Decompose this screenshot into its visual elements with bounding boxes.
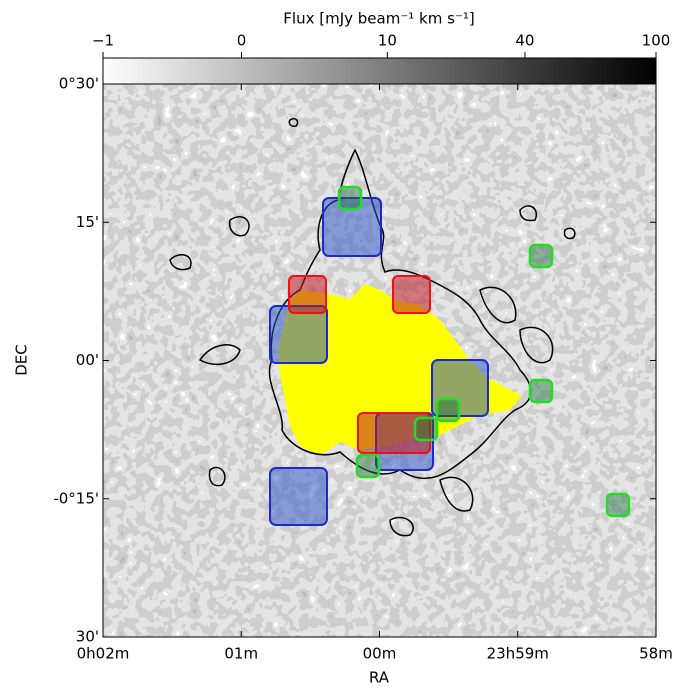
colorbar-tick-label: 100 (642, 32, 671, 50)
x-tick-label: 0h02m (77, 645, 130, 663)
y-tick-label: -0°15' (53, 489, 99, 507)
x-tick-label: 00m (363, 645, 397, 663)
region-box (357, 412, 431, 454)
colorbar-tick-label: −1 (92, 32, 114, 50)
region-box (528, 243, 554, 269)
region-box (435, 397, 461, 423)
region-box (269, 305, 328, 364)
y-tick-label: 0°30' (59, 75, 99, 93)
y-axis-label: DEC (13, 344, 31, 376)
regions (269, 185, 631, 526)
x-tick-label: 23h59m (487, 645, 549, 663)
x-axis-label: RA (369, 669, 390, 687)
image (103, 84, 656, 637)
region-box (269, 467, 328, 526)
y-tick-label: 00' (76, 351, 99, 369)
region-box (337, 185, 363, 211)
colorbar (102, 57, 657, 85)
x-tick-label: 58m (639, 645, 673, 663)
colorbar-tick-label: 10 (378, 32, 397, 50)
region-box (413, 416, 439, 442)
contours (169, 117, 576, 537)
region-box (288, 275, 327, 314)
region-box (355, 453, 381, 479)
y-tick-label: 15' (76, 213, 99, 231)
region-box (528, 378, 554, 404)
x-tick-label: 01m (224, 645, 258, 663)
colorbar-tick-label: 0 (237, 32, 247, 50)
colorbar-label: Flux [mJy beam⁻¹ km s⁻¹] (283, 10, 474, 28)
region-box (392, 275, 431, 314)
region-box (605, 492, 631, 518)
colorbar-tick-label: 40 (515, 32, 534, 50)
y-tick-label: 30' (76, 628, 99, 646)
region-box (322, 197, 382, 257)
